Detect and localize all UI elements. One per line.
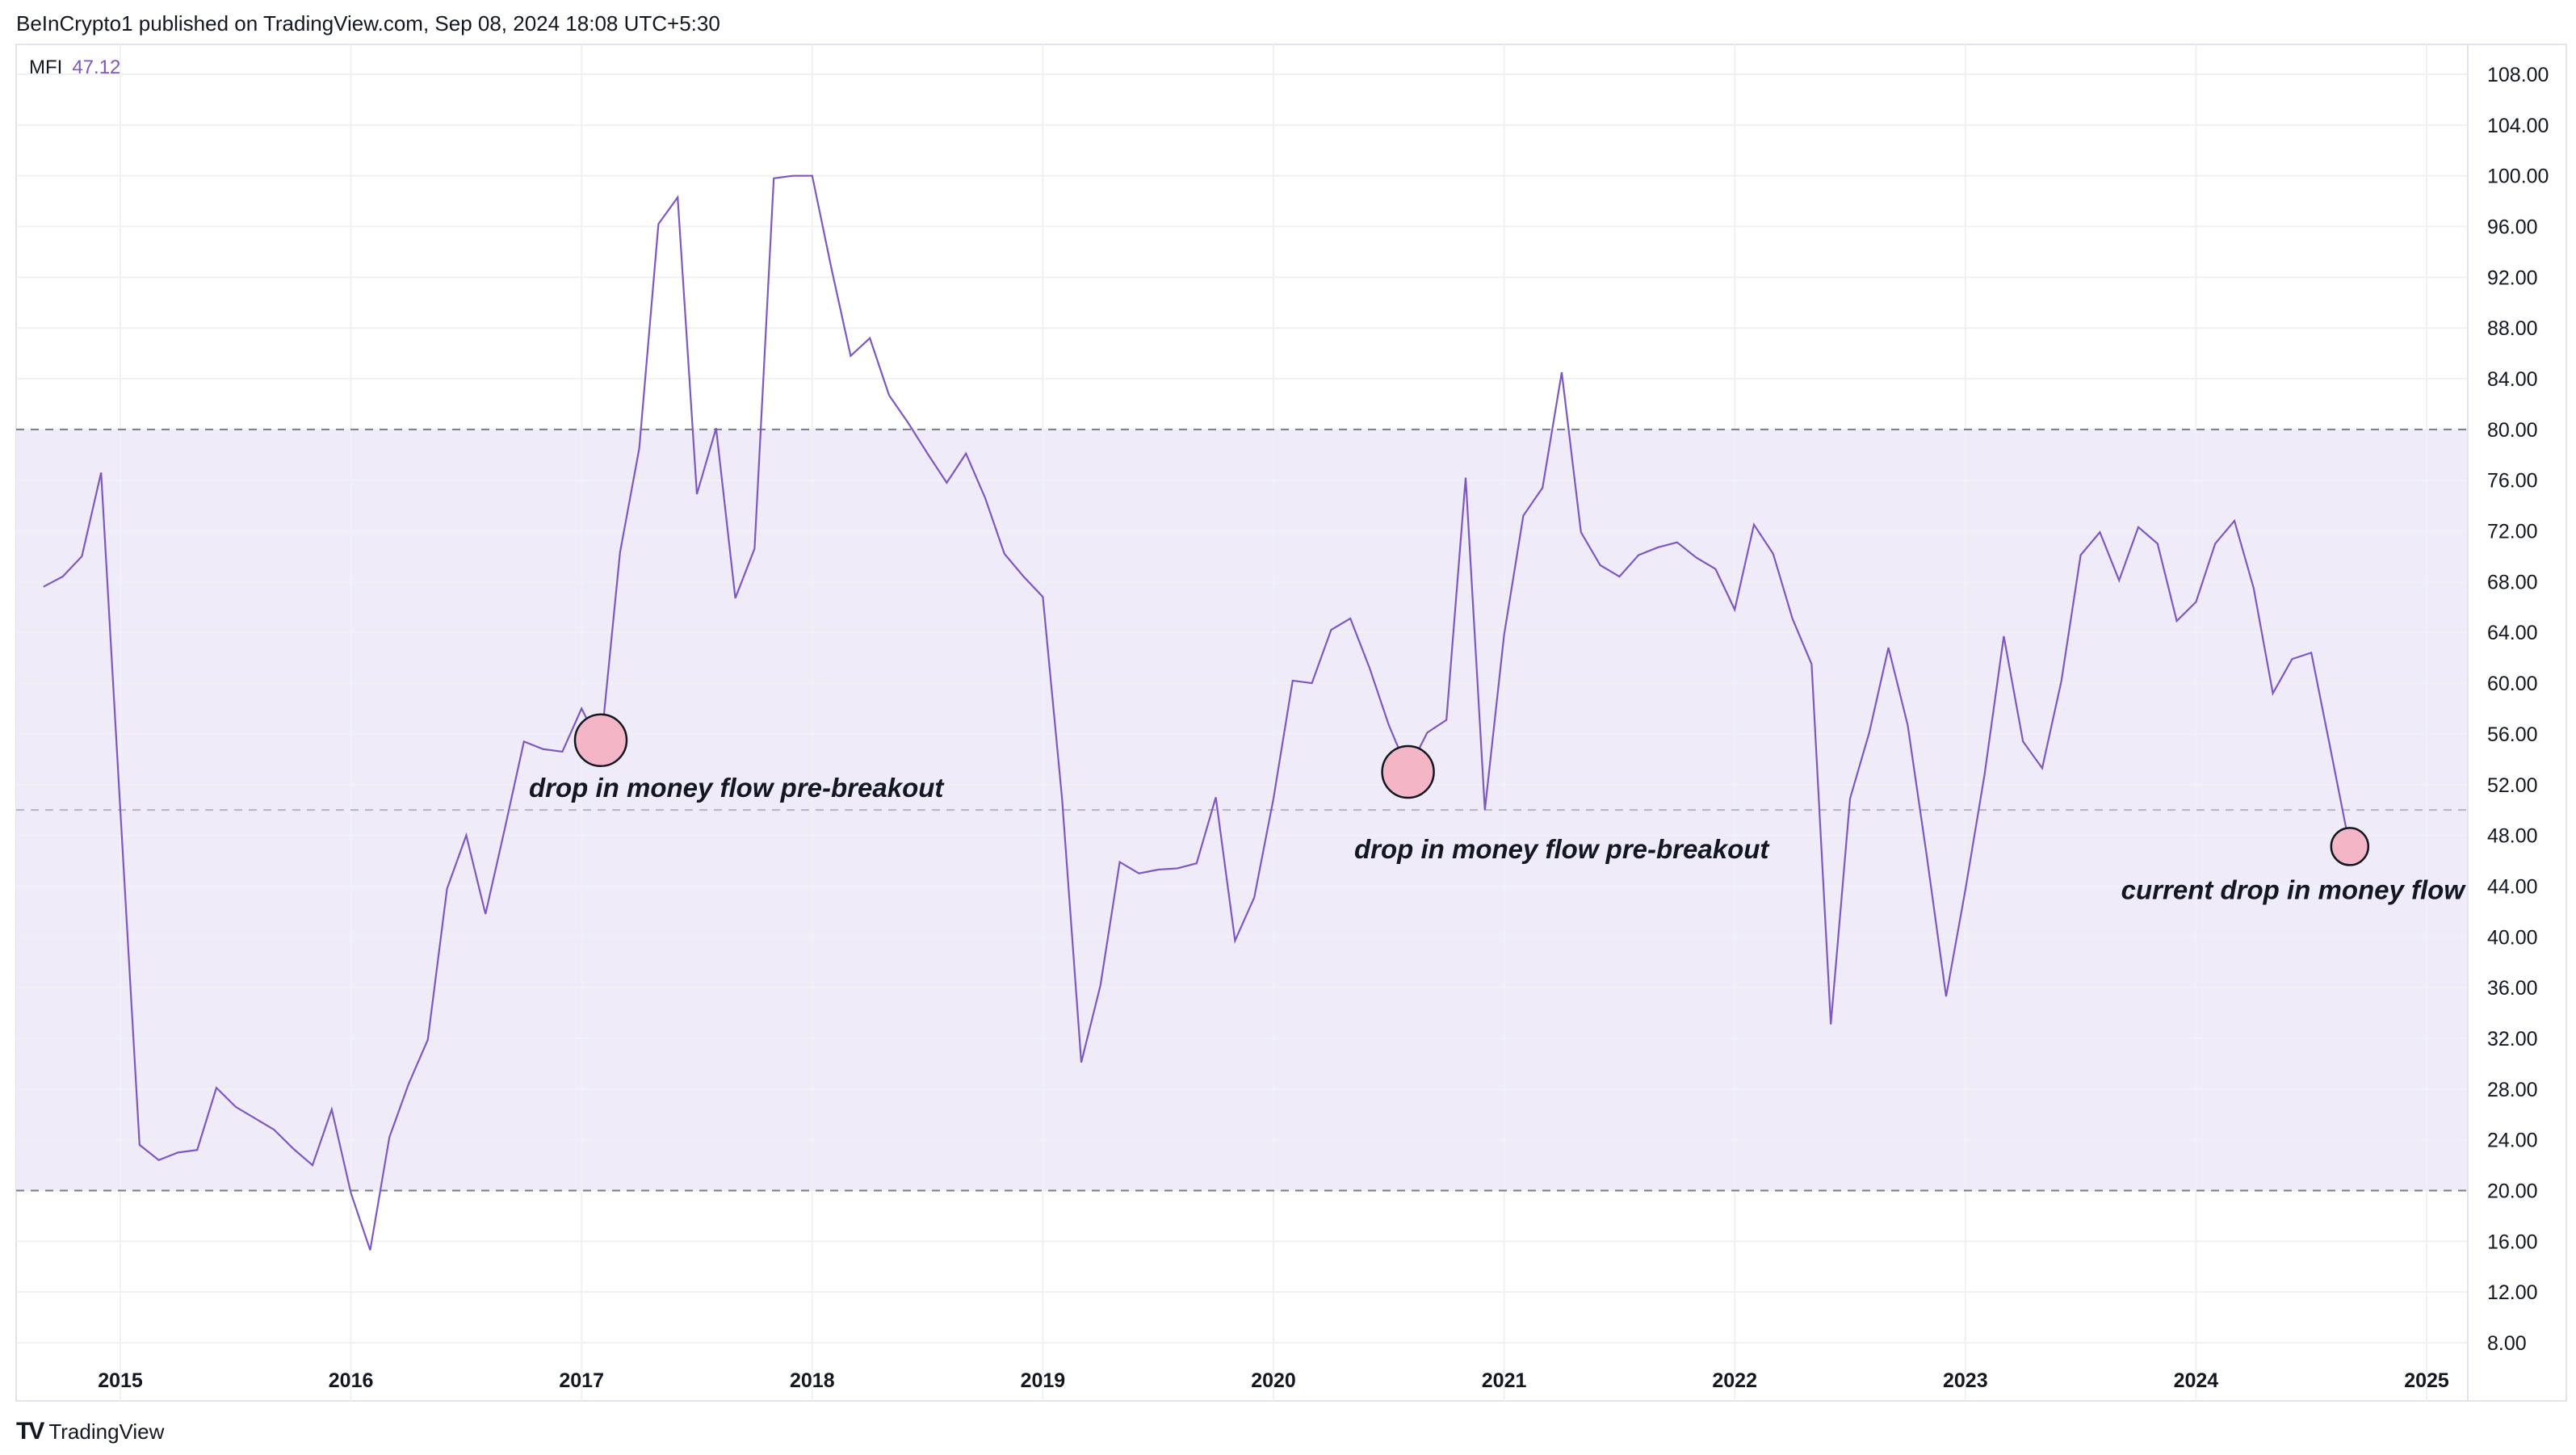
y-tick-label: 56.00: [2487, 723, 2538, 746]
y-tick-label: 36.00: [2487, 977, 2538, 1000]
y-tick-label: 24.00: [2487, 1130, 2538, 1152]
y-tick-label: 96.00: [2487, 216, 2538, 239]
y-tick-label: 44.00: [2487, 875, 2538, 898]
mfi-line: [43, 174, 2351, 1251]
annotation-label: drop in money flow pre-breakout: [1354, 834, 1770, 864]
y-tick-label: 48.00: [2487, 825, 2538, 848]
x-tick-label: 2023: [1943, 1369, 1988, 1392]
y-tick-label: 84.00: [2487, 368, 2538, 391]
y-tick-label: 108.00: [2487, 64, 2549, 86]
y-tick-label: 64.00: [2487, 622, 2538, 644]
tradingview-logo-icon: TV: [16, 1418, 44, 1445]
y-tick-label: 76.00: [2487, 470, 2538, 493]
y-tick-label: 68.00: [2487, 571, 2538, 593]
x-tick-label: 2021: [1482, 1369, 1527, 1392]
x-tick-label: 2016: [329, 1369, 374, 1392]
y-tick-label: 72.00: [2487, 521, 2538, 543]
x-tick-label: 2015: [98, 1369, 143, 1392]
y-tick-label: 80.00: [2487, 419, 2538, 442]
y-tick-label: 60.00: [2487, 673, 2538, 695]
publish-info: BeInCrypto1 published on TradingView.com…: [16, 11, 720, 36]
y-tick-label: 100.00: [2487, 166, 2549, 188]
x-tick-label: 2022: [1712, 1369, 1757, 1392]
y-tick-label: 52.00: [2487, 774, 2538, 797]
x-tick-label: 2017: [559, 1369, 604, 1392]
y-tick-label: 8.00: [2487, 1332, 2527, 1355]
x-tick-label: 2020: [1251, 1369, 1296, 1392]
y-tick-label: 40.00: [2487, 926, 2538, 949]
y-tick-label: 12.00: [2487, 1281, 2538, 1304]
y-tick-label: 20.00: [2487, 1180, 2538, 1202]
tradingview-brand[interactable]: TV TradingView: [16, 1418, 164, 1445]
x-tick-label: 2025: [2404, 1369, 2449, 1392]
x-tick-label: 2019: [1021, 1369, 1066, 1392]
annotation-circle: [2330, 827, 2370, 866]
x-tick-label: 2018: [790, 1369, 835, 1392]
y-tick-label: 104.00: [2487, 115, 2549, 137]
y-tick-label: 88.00: [2487, 317, 2538, 340]
y-tick-label: 28.00: [2487, 1079, 2538, 1101]
y-tick-label: 92.00: [2487, 266, 2538, 289]
x-tick-label: 2024: [2174, 1369, 2219, 1392]
annotation-circle: [573, 713, 628, 768]
annotation-label: drop in money flow pre-breakout: [529, 773, 945, 803]
y-tick-label: 32.00: [2487, 1028, 2538, 1050]
brand-name: TradingView: [48, 1419, 165, 1444]
annotation-circle: [1381, 744, 1435, 799]
annotation-label: current drop in money flow: [2121, 874, 2467, 904]
y-tick-label: 16.00: [2487, 1231, 2538, 1253]
